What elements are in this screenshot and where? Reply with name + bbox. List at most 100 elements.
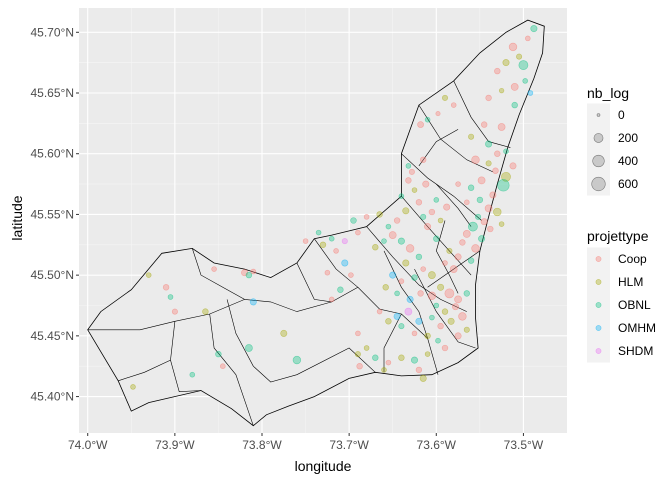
data-point [189, 371, 196, 378]
data-point [328, 296, 335, 303]
data-point [437, 217, 444, 224]
x-tick-label: 74.0°W [68, 438, 108, 452]
y-tick-label: 45.50°N [31, 268, 75, 282]
data-point [427, 291, 437, 300]
y-tick-label: 45.45°N [31, 329, 75, 343]
data-point [381, 238, 387, 244]
size-legend-circle [593, 133, 604, 143]
data-point [510, 83, 519, 91]
data-point [376, 308, 383, 315]
borough-boundary [314, 238, 359, 288]
data-point [389, 271, 397, 279]
data-point [220, 363, 226, 369]
data-point [341, 238, 348, 245]
data-point [429, 314, 435, 321]
data-point [530, 25, 538, 33]
data-point [475, 213, 482, 220]
data-point [398, 354, 405, 361]
size-legend-label: 200 [618, 131, 638, 145]
data-point [468, 221, 478, 232]
data-point [292, 355, 302, 365]
y-tick-label: 45.70°N [31, 25, 75, 39]
data-point [433, 302, 440, 309]
data-point [501, 171, 511, 182]
y-axis: 45.40°N 45.45°N 45.50°N 45.55°N 45.60°N 45.65… [31, 25, 79, 404]
size-legend-key [587, 126, 610, 150]
data-point [516, 53, 523, 60]
size-legend-label: 600 [618, 177, 638, 191]
data-point [302, 238, 309, 244]
data-point [511, 101, 518, 109]
data-point [408, 168, 415, 175]
size-legend-title: nb_log [587, 85, 629, 101]
data-point [471, 244, 480, 253]
data-point [485, 140, 493, 148]
data-point [433, 197, 440, 203]
data-point [509, 162, 517, 170]
data-point [372, 244, 379, 251]
data-point [402, 259, 410, 267]
data-point [435, 111, 441, 117]
x-axis-title: longitude [295, 458, 352, 474]
data-point [525, 35, 531, 42]
data-point [404, 307, 413, 316]
y-tick-label: 45.40°N [31, 390, 75, 404]
color-legend-title: projettype [587, 228, 649, 244]
data-point [355, 330, 361, 337]
data-point [411, 274, 418, 281]
data-point [415, 366, 423, 374]
data-point [393, 217, 401, 224]
color-legend-key [587, 316, 610, 340]
data-point [419, 374, 427, 382]
color-legend-swatch [595, 348, 602, 354]
data-point [405, 177, 412, 184]
borough-boundary [209, 313, 254, 426]
borough-boundary [453, 80, 511, 148]
data-point [477, 176, 486, 185]
data-point [446, 247, 453, 254]
data-point [211, 266, 217, 272]
data-point [441, 308, 449, 315]
data-point [422, 180, 430, 188]
data-point [398, 323, 405, 330]
x-axis: 74.0°W 73.9°W 73.8°W 73.7°W 73.6°W 73.5°W [68, 433, 544, 452]
data-point [467, 257, 475, 264]
data-point [454, 295, 462, 304]
color-legend-swatch [595, 302, 602, 308]
data-point [382, 284, 389, 291]
island-outline [87, 19, 545, 427]
size-legend-label: 400 [618, 154, 638, 168]
borough-boundary [226, 299, 376, 383]
data-point [319, 241, 327, 248]
data-point [484, 204, 493, 213]
data-point [462, 230, 471, 238]
data-point [145, 272, 152, 278]
data-point [348, 272, 354, 278]
data-point [356, 363, 363, 370]
x-tick-label: 73.5°W [504, 438, 544, 452]
data-point [489, 191, 497, 199]
data-point [442, 260, 448, 266]
color-legend-key [587, 339, 610, 363]
borough-boundary [118, 359, 171, 382]
color-legend-key [587, 270, 610, 294]
data-point [337, 286, 344, 293]
data-point [405, 244, 415, 253]
data-point [492, 167, 499, 174]
borough-boundary [401, 153, 482, 221]
data-point [350, 217, 357, 224]
data-point [398, 193, 405, 199]
borough-boundary [383, 313, 402, 373]
borough-boundary [401, 196, 472, 276]
data-point [476, 196, 484, 204]
data-point [485, 160, 492, 167]
data-point [420, 213, 427, 220]
data-point [424, 116, 431, 123]
size-legend-circle [592, 154, 605, 168]
data-point [376, 211, 383, 218]
data-point [478, 235, 486, 243]
data-point [393, 312, 401, 320]
borough-boundary [418, 129, 459, 167]
data-point [497, 123, 506, 131]
